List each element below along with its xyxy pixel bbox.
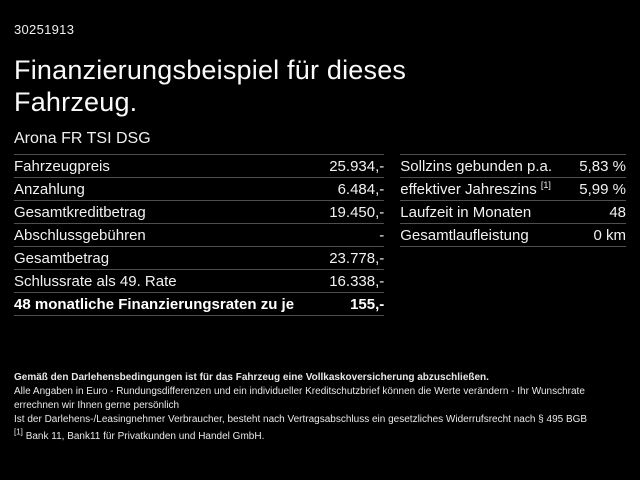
- row-value: 25.934,-: [329, 157, 385, 175]
- row-label: Abschlussgebühren: [14, 226, 146, 244]
- footnote-text: Bank 11, Bank11 für Privatkunden und Han…: [25, 431, 265, 442]
- row-value: 19.450,-: [329, 203, 385, 221]
- row-label: Sollzins gebunden p.a.: [400, 157, 553, 175]
- table-row: Schlussrate als 49. Rate 16.338,-: [14, 270, 385, 293]
- table-row: Gesamtlaufleistung 0 km: [400, 224, 626, 247]
- row-value: 23.778,-: [329, 249, 385, 267]
- table-row-monthly-rate: 48 monatliche Finanzierungsraten zu je 1…: [14, 293, 385, 316]
- row-label: Gesamtkreditbetrag: [14, 203, 146, 221]
- vehicle-id: 30251913: [14, 22, 75, 37]
- row-value: 6.484,-: [337, 180, 385, 198]
- table-row: Anzahlung 6.484,-: [14, 178, 385, 201]
- table-row: Abschlussgebühren -: [14, 224, 385, 247]
- row-value: 48: [609, 203, 626, 221]
- row-value: -: [379, 226, 385, 244]
- row-label: 48 monatliche Finanzierungsraten zu je: [14, 295, 295, 313]
- footnote-marker: [1]: [14, 427, 23, 437]
- disclaimer-line: Ist der Darlehens-/Leasingnehmer Verbrau…: [14, 414, 588, 425]
- row-value: 0 km: [593, 226, 626, 244]
- table-row: effektiver Jahreszins [1] 5,99 %: [400, 178, 626, 201]
- row-label: effektiver Jahreszins [1]: [400, 179, 551, 198]
- row-label: Gesamtlaufleistung: [400, 226, 529, 244]
- row-label: Gesamtbetrag: [14, 249, 110, 267]
- finance-table: Fahrzeugpreis 25.934,- Anzahlung 6.484,-…: [14, 154, 385, 316]
- insurance-note: Gemäß den Darlehensbedingungen ist für d…: [14, 372, 489, 383]
- row-value: 155,-: [350, 295, 385, 313]
- row-label: Fahrzeugpreis: [14, 157, 110, 175]
- page-title: Finanzierungsbeispiel für dieses Fahrzeu…: [14, 55, 407, 117]
- table-row: Gesamtbetrag 23.778,-: [14, 247, 385, 270]
- tables-container: Fahrzeugpreis 25.934,- Anzahlung 6.484,-…: [14, 154, 626, 316]
- footnote-ref: [1]: [540, 179, 551, 190]
- table-row: Laufzeit in Monaten 48: [400, 201, 626, 224]
- table-row: Gesamtkreditbetrag 19.450,-: [14, 201, 385, 224]
- disclaimer-line: Alle Angaben in Euro - Rundungsdifferenz…: [14, 386, 585, 411]
- table-row: Sollzins gebunden p.a. 5,83 %: [400, 155, 626, 178]
- row-label: Laufzeit in Monaten: [400, 203, 532, 221]
- legal-footer: Gemäß den Darlehensbedingungen ist für d…: [14, 371, 632, 444]
- row-value: 5,83 %: [579, 157, 626, 175]
- row-label: Schlussrate als 49. Rate: [14, 272, 177, 290]
- row-value: 5,99 %: [579, 180, 626, 198]
- row-value: 16.338,-: [329, 272, 385, 290]
- row-label: Anzahlung: [14, 180, 85, 198]
- conditions-table: Sollzins gebunden p.a. 5,83 % effektiver…: [400, 154, 626, 247]
- vehicle-model-name: Arona FR TSI DSG: [14, 130, 151, 147]
- bank-footnote: [1] Bank 11, Bank11 für Privatkunden und…: [14, 427, 632, 444]
- table-row: Fahrzeugpreis 25.934,-: [14, 155, 385, 178]
- financing-example-page: 30251913 Finanzierungsbeispiel für diese…: [14, 22, 626, 316]
